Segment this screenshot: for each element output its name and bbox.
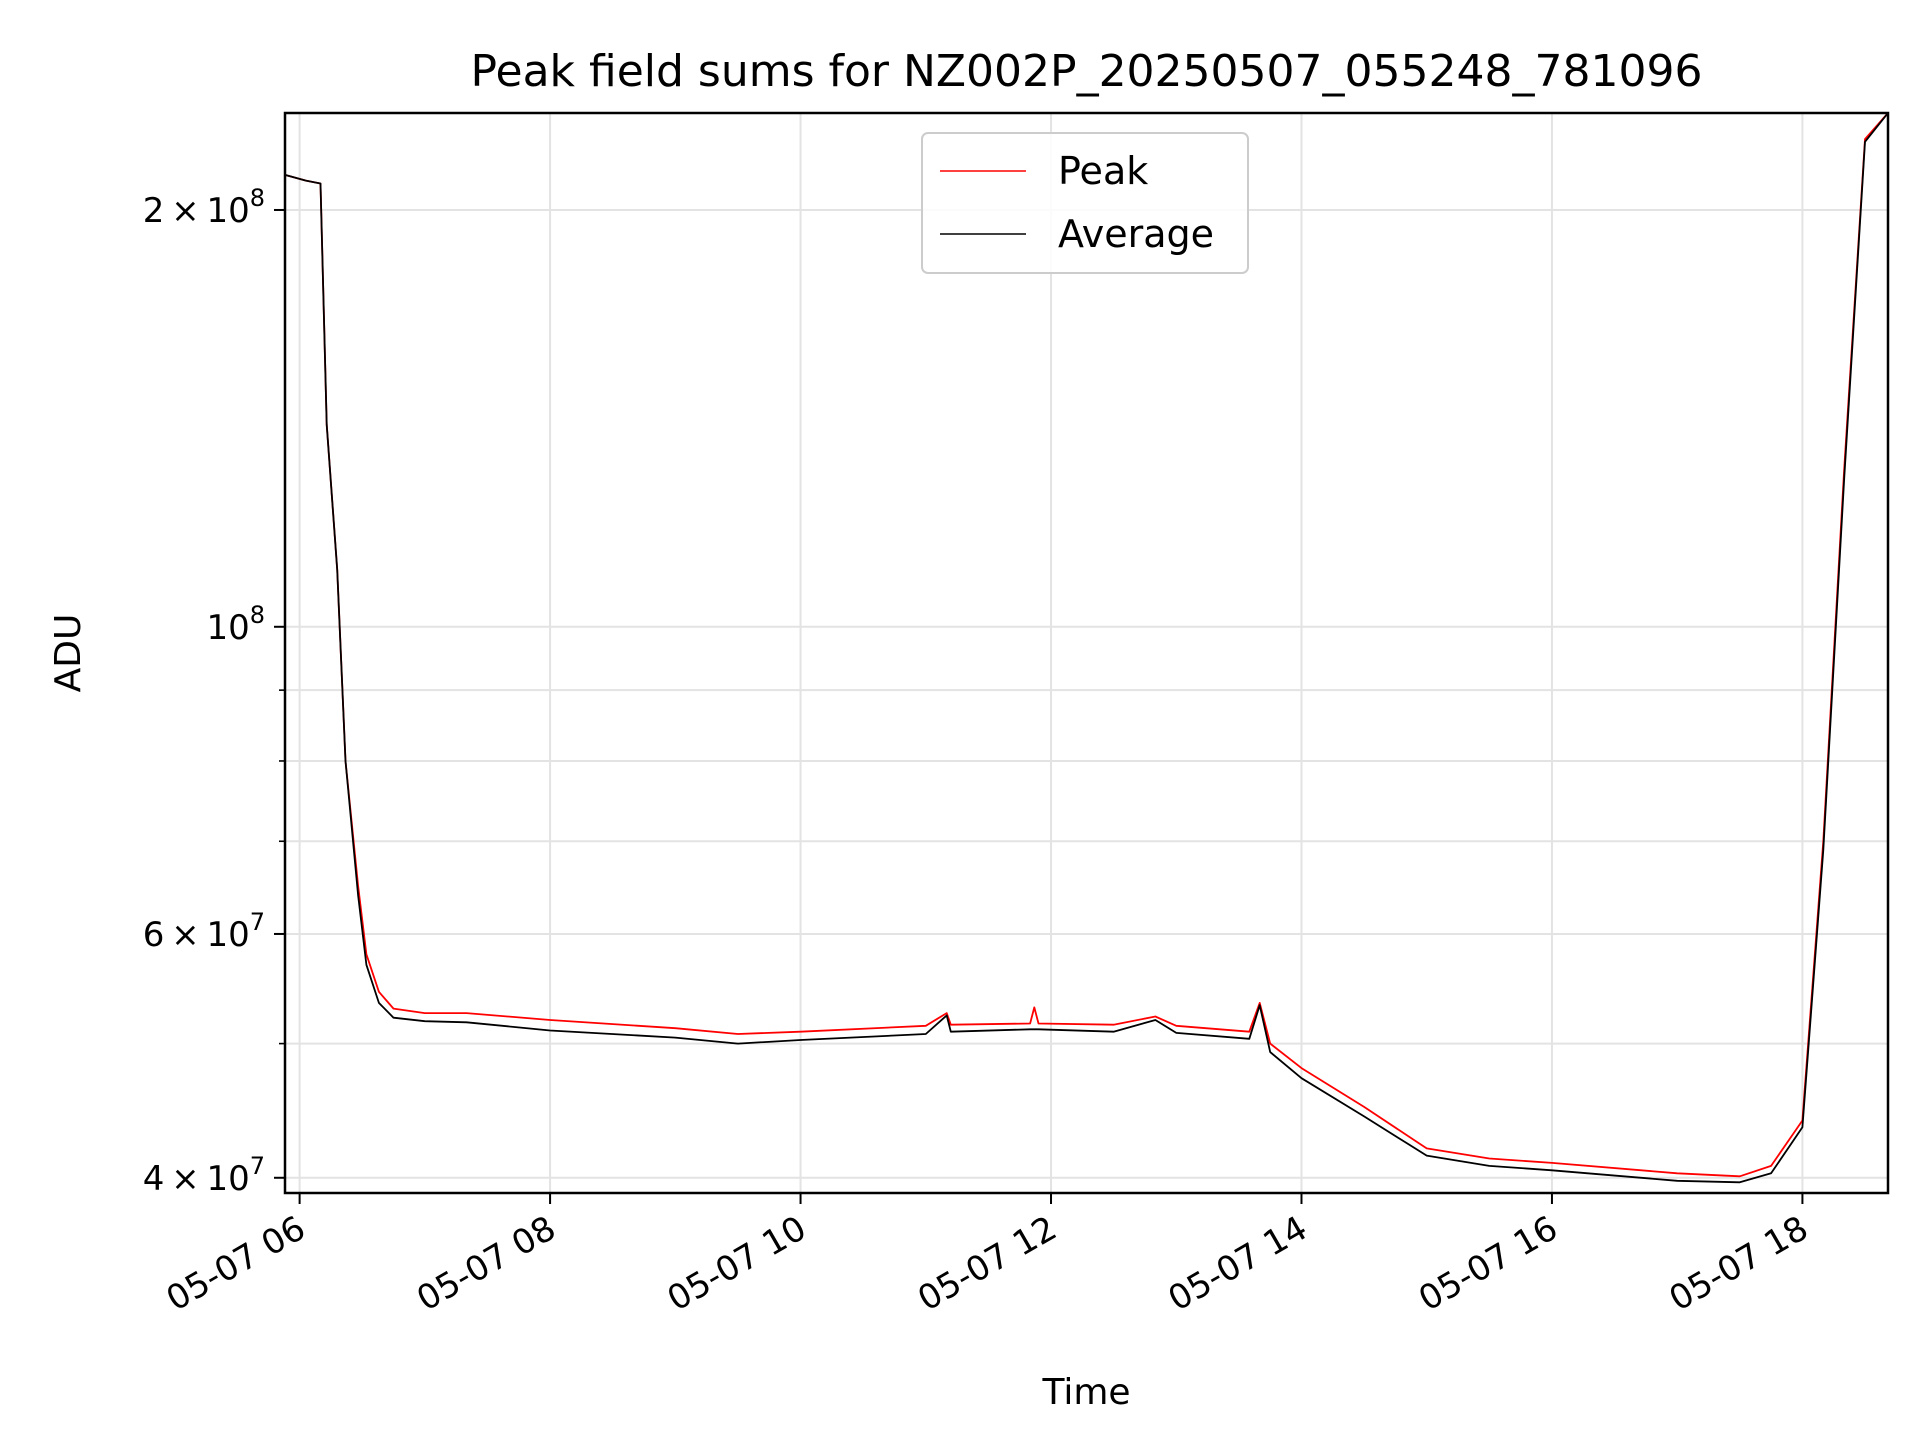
series-line-average — [284, 112, 1889, 1184]
legend-peak-label: Peak — [1058, 149, 1148, 193]
y-tick-label: 6 × 107 — [143, 908, 265, 955]
y-axis-title: ADU — [48, 614, 89, 693]
y-tick-label: 108 — [206, 601, 265, 648]
chart-title: Peak field sums for NZ002P_20250507_0552… — [471, 46, 1703, 97]
x-axis-title: Time — [1041, 1372, 1130, 1413]
y-tick-label: 2 × 108 — [143, 184, 265, 231]
y-tick-label: 4 × 107 — [143, 1152, 265, 1199]
legend: Peak Average — [921, 132, 1249, 274]
plot-lines — [284, 112, 1889, 1184]
series-line-peak — [284, 112, 1889, 1178]
legend-average-label: Average — [1058, 212, 1214, 256]
legend-box — [921, 132, 1249, 274]
plot-frame — [283, 111, 1890, 1195]
